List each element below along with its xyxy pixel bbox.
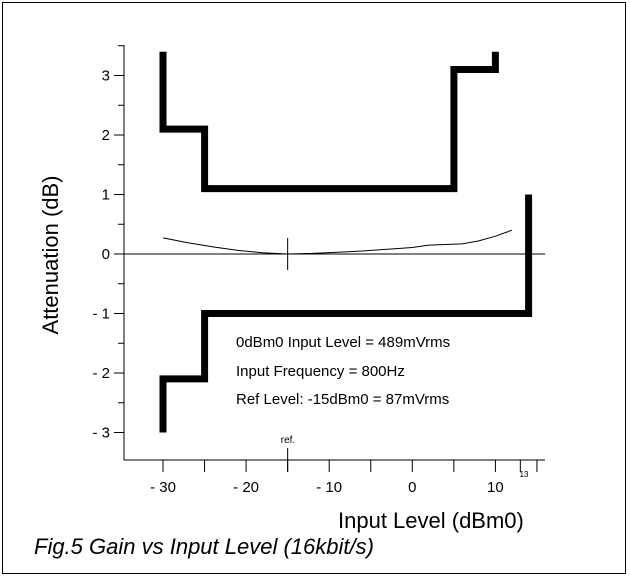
y-tick-label: - 1 <box>92 306 110 323</box>
annotation-ref-level: Ref Level: -15dBm0 = 87mVrms <box>236 391 449 408</box>
x-tick-label: - 20 <box>233 479 259 496</box>
x-tick-label: - 30 <box>150 479 176 496</box>
mask-upper-line <box>159 51 499 193</box>
x-tick-label: 0 <box>408 479 416 496</box>
y-tick-label: 0 <box>102 246 110 263</box>
tick-note-13: 13 <box>520 470 529 479</box>
y-tick-label: 3 <box>102 68 110 85</box>
labels: Attenuation (dB) Input Level (dBm0) 0dBm… <box>38 176 529 533</box>
x-axis-label: Input Level (dBm0) <box>338 508 524 533</box>
figure-caption: Fig.5 Gain vs Input Level (16kbit/s) <box>34 534 374 559</box>
annotation-input-frequency: Input Frequency = 800Hz <box>236 363 405 380</box>
y-tick-label: 2 <box>102 127 110 144</box>
y-tick-label: - 2 <box>92 365 110 382</box>
annotation-input-level: 0dBm0 Input Level = 489mVrms <box>236 334 450 351</box>
y-tick-label: - 3 <box>92 425 110 442</box>
x-tick-label: 10 <box>487 479 504 496</box>
x-tick-label: - 10 <box>316 479 342 496</box>
axes <box>123 45 545 461</box>
measured-response-line <box>162 229 513 255</box>
y-tick-label: 1 <box>102 187 110 204</box>
series-group <box>159 51 533 472</box>
mask-lower-line <box>159 194 533 433</box>
y-axis-label: Attenuation (dB) <box>38 176 63 335</box>
reference-label: ref. <box>281 435 295 446</box>
